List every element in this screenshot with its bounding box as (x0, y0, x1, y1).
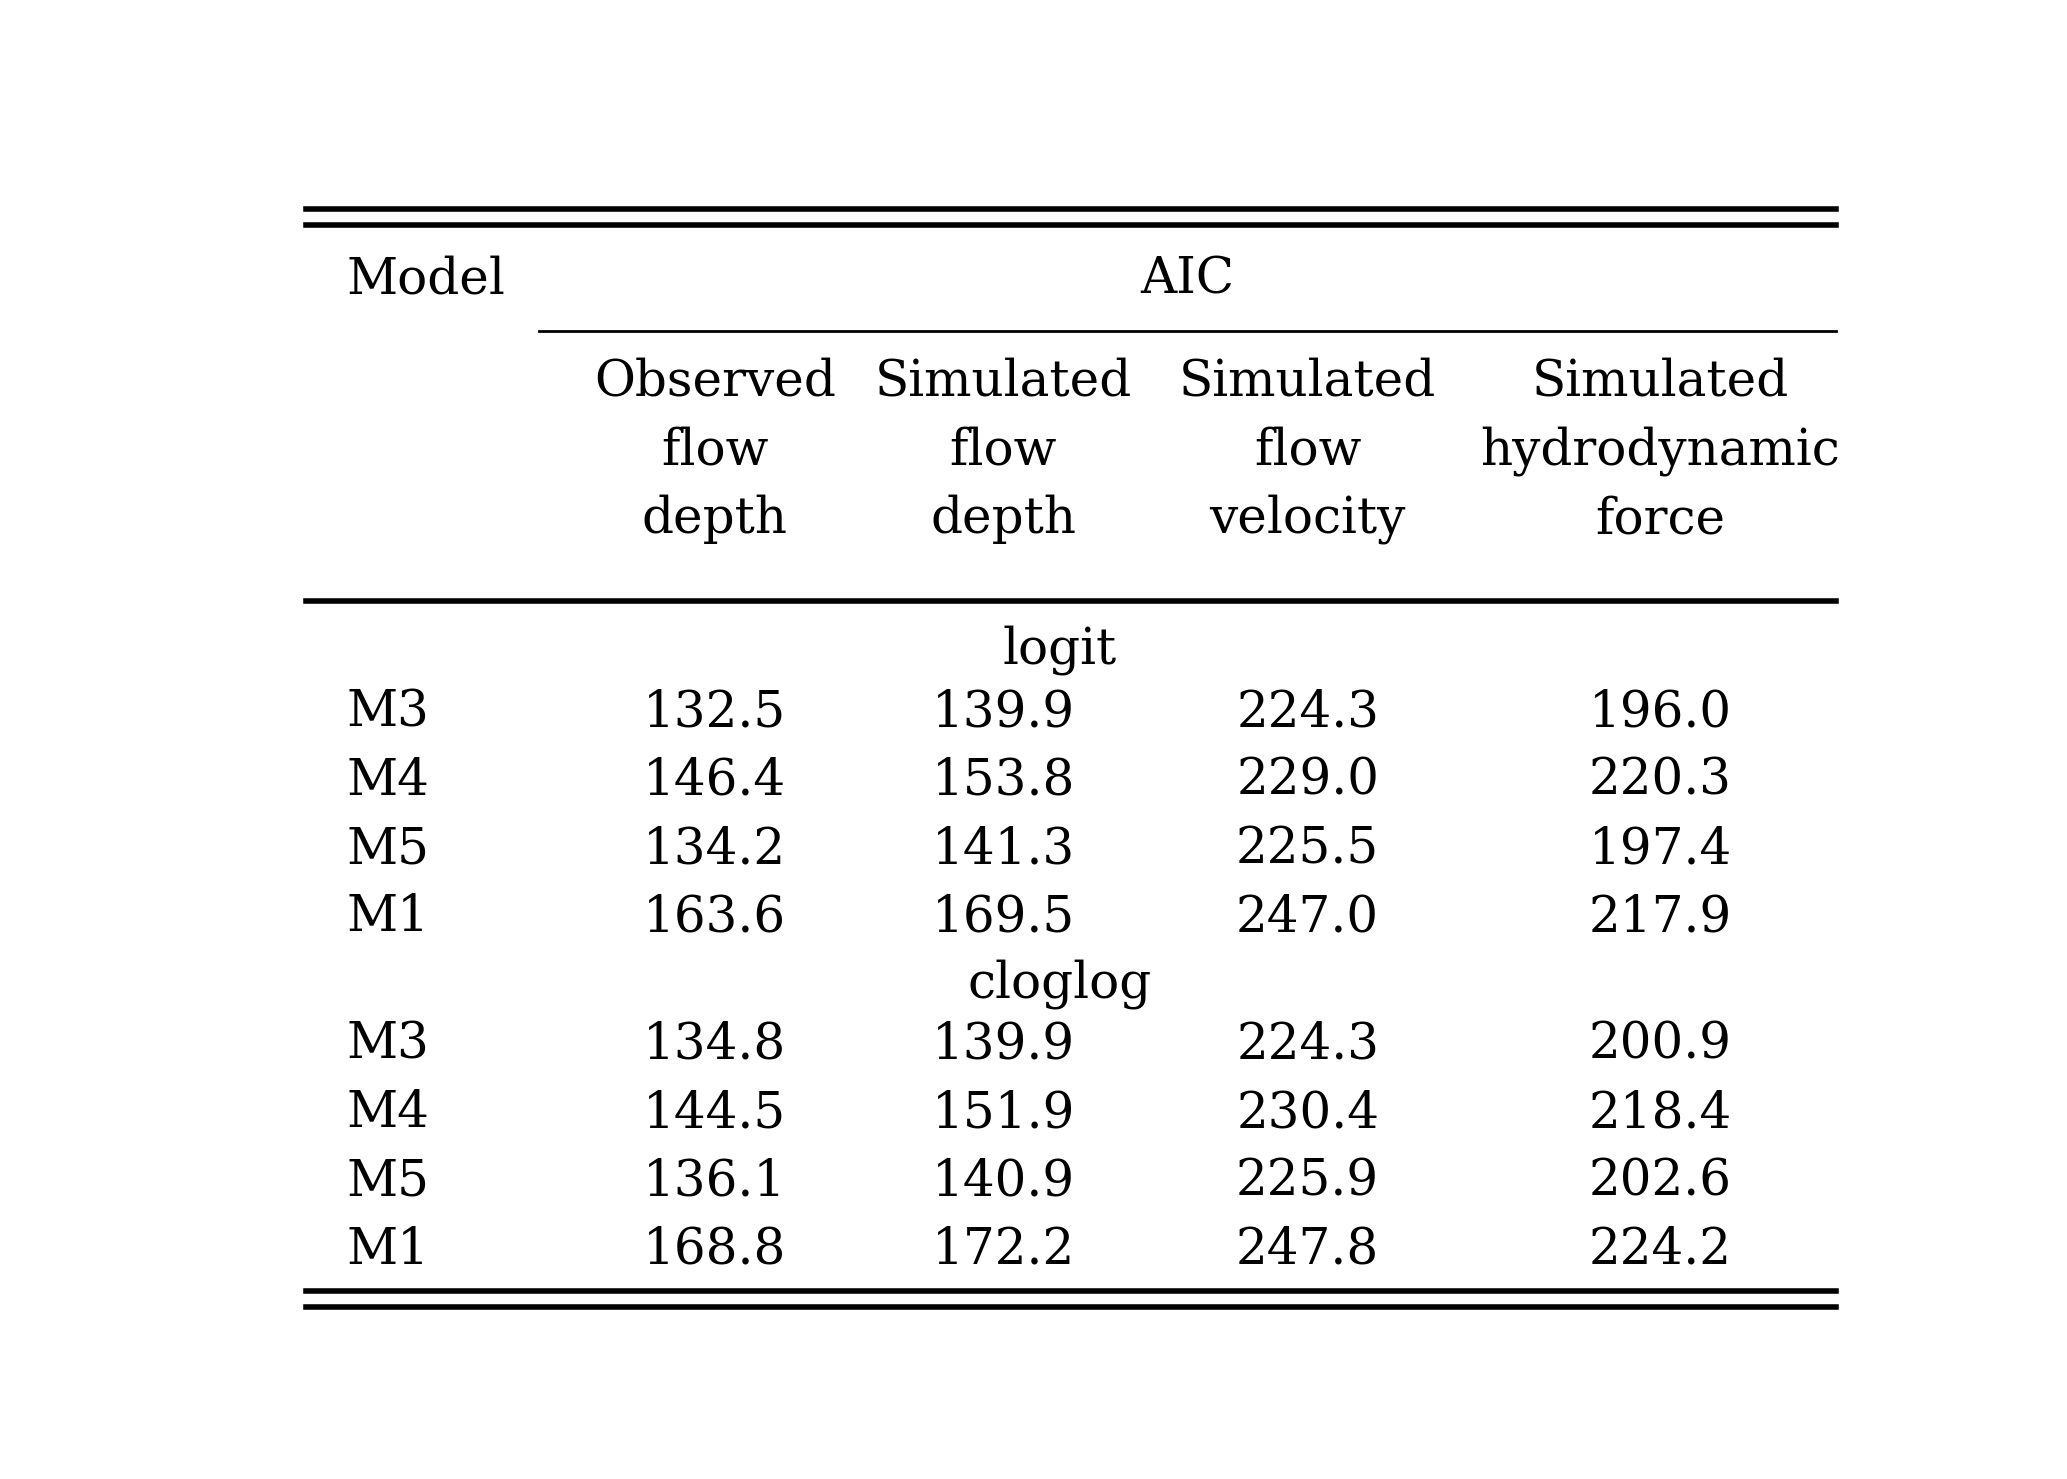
Text: 136.1: 136.1 (643, 1157, 788, 1207)
Text: 139.9: 139.9 (932, 688, 1075, 738)
Text: 146.4: 146.4 (643, 756, 785, 806)
Text: 247.0: 247.0 (1236, 893, 1379, 942)
Text: 134.8: 134.8 (643, 1021, 788, 1069)
Text: logit: logit (1002, 626, 1116, 674)
Text: 163.6: 163.6 (643, 893, 785, 942)
Text: M3: M3 (347, 688, 430, 738)
Text: 134.2: 134.2 (643, 825, 785, 874)
Text: Simulated
hydrodynamic
force: Simulated hydrodynamic force (1480, 356, 1840, 544)
Text: 169.5: 169.5 (932, 893, 1075, 942)
Text: 172.2: 172.2 (932, 1226, 1075, 1275)
Text: Simulated
flow
velocity: Simulated flow velocity (1178, 356, 1437, 544)
Text: Simulated
flow
depth: Simulated flow depth (874, 358, 1133, 544)
Text: M1: M1 (347, 893, 430, 942)
Text: 218.4: 218.4 (1587, 1089, 1732, 1139)
Text: 229.0: 229.0 (1236, 756, 1379, 806)
Text: Observed
flow
depth: Observed flow depth (593, 358, 835, 544)
Text: M4: M4 (347, 756, 430, 806)
Text: AIC: AIC (1141, 256, 1234, 305)
Text: M3: M3 (347, 1021, 430, 1069)
Text: 139.9: 139.9 (932, 1021, 1075, 1069)
Text: 200.9: 200.9 (1590, 1021, 1732, 1069)
Text: 217.9: 217.9 (1587, 893, 1732, 942)
Text: 247.8: 247.8 (1236, 1226, 1379, 1275)
Text: 224.3: 224.3 (1236, 1021, 1379, 1069)
Text: 153.8: 153.8 (932, 756, 1075, 806)
Text: cloglog: cloglog (967, 958, 1151, 1009)
Text: 224.2: 224.2 (1590, 1226, 1732, 1275)
Text: 225.5: 225.5 (1236, 825, 1379, 874)
Text: M5: M5 (347, 1157, 430, 1207)
Text: M1: M1 (347, 1226, 430, 1275)
Text: M5: M5 (347, 825, 430, 874)
Text: 141.3: 141.3 (932, 825, 1075, 874)
Text: 220.3: 220.3 (1590, 756, 1732, 806)
Text: 202.6: 202.6 (1590, 1157, 1732, 1207)
Text: 144.5: 144.5 (643, 1089, 788, 1139)
Text: M4: M4 (347, 1089, 430, 1139)
Text: Model: Model (347, 256, 504, 305)
Text: 224.3: 224.3 (1236, 688, 1379, 738)
Text: 168.8: 168.8 (643, 1226, 788, 1275)
Text: 230.4: 230.4 (1236, 1089, 1379, 1139)
Text: 197.4: 197.4 (1587, 825, 1732, 874)
Text: 132.5: 132.5 (643, 688, 788, 738)
Text: 140.9: 140.9 (932, 1157, 1075, 1207)
Text: 225.9: 225.9 (1236, 1157, 1379, 1207)
Text: 151.9: 151.9 (932, 1089, 1075, 1139)
Text: 196.0: 196.0 (1590, 688, 1732, 738)
